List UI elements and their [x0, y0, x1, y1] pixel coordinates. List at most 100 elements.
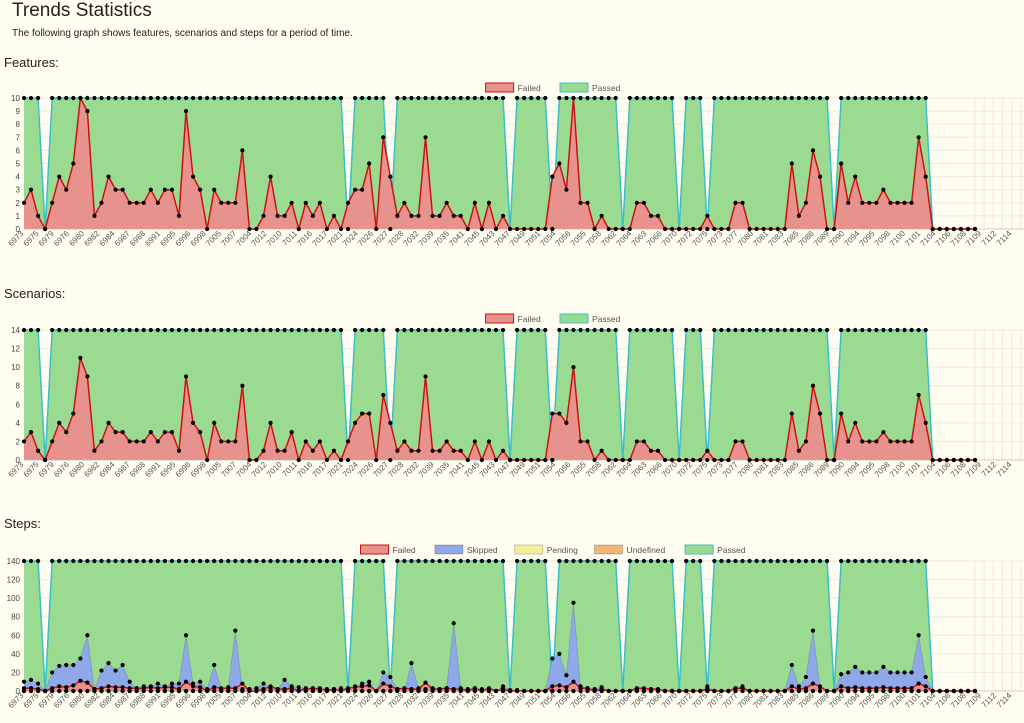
- data-point[interactable]: [557, 651, 562, 656]
- data-point[interactable]: [698, 688, 703, 694]
- data-point[interactable]: [782, 688, 787, 694]
- data-point[interactable]: [846, 686, 851, 691]
- data-point[interactable]: [113, 688, 118, 694]
- data-point[interactable]: [817, 95, 823, 101]
- legend-item-failed[interactable]: Failed: [485, 82, 541, 93]
- data-point[interactable]: [472, 200, 477, 205]
- data-point[interactable]: [458, 213, 463, 218]
- data-point[interactable]: [479, 457, 484, 463]
- data-point[interactable]: [268, 684, 273, 689]
- data-point[interactable]: [402, 95, 407, 101]
- data-point[interactable]: [543, 95, 548, 101]
- data-point[interactable]: [543, 327, 548, 333]
- data-point[interactable]: [564, 95, 569, 101]
- data-point[interactable]: [479, 226, 484, 232]
- data-point[interactable]: [472, 327, 477, 333]
- data-point[interactable]: [627, 688, 632, 694]
- data-point[interactable]: [50, 95, 55, 101]
- data-point[interactable]: [57, 684, 62, 689]
- data-point[interactable]: [536, 688, 541, 694]
- data-point[interactable]: [169, 685, 175, 690]
- data-point[interactable]: [176, 327, 182, 333]
- data-point[interactable]: [155, 327, 160, 333]
- data-point[interactable]: [254, 558, 259, 564]
- data-point[interactable]: [226, 686, 231, 691]
- data-point[interactable]: [515, 327, 520, 333]
- data-point[interactable]: [21, 327, 27, 333]
- data-point[interactable]: [141, 327, 146, 333]
- data-point[interactable]: [789, 684, 794, 689]
- data-point[interactable]: [817, 558, 823, 564]
- data-point[interactable]: [712, 95, 717, 101]
- data-point[interactable]: [212, 662, 217, 668]
- data-point[interactable]: [754, 688, 759, 694]
- data-point[interactable]: [458, 95, 463, 101]
- data-point[interactable]: [839, 161, 844, 166]
- data-point[interactable]: [268, 174, 273, 179]
- data-point[interactable]: [719, 226, 724, 232]
- data-point[interactable]: [148, 430, 153, 435]
- data-point[interactable]: [169, 95, 175, 101]
- data-point[interactable]: [860, 686, 865, 691]
- data-point[interactable]: [803, 439, 809, 444]
- data-point[interactable]: [317, 439, 322, 444]
- data-point[interactable]: [162, 430, 167, 435]
- data-point[interactable]: [564, 327, 569, 333]
- data-point[interactable]: [155, 439, 160, 444]
- data-point[interactable]: [634, 200, 639, 205]
- data-point[interactable]: [183, 327, 189, 333]
- data-point[interactable]: [507, 457, 513, 463]
- data-point[interactable]: [275, 213, 280, 218]
- data-point[interactable]: [148, 187, 153, 192]
- data-point[interactable]: [881, 187, 886, 192]
- data-point[interactable]: [198, 187, 203, 192]
- data-point[interactable]: [388, 684, 393, 689]
- data-point[interactable]: [233, 327, 238, 333]
- data-point[interactable]: [275, 687, 280, 692]
- data-point[interactable]: [691, 688, 696, 694]
- data-point[interactable]: [613, 327, 618, 333]
- data-point[interactable]: [761, 688, 766, 694]
- data-point[interactable]: [402, 200, 407, 205]
- data-point[interactable]: [338, 558, 344, 564]
- data-point[interactable]: [648, 558, 654, 564]
- data-point[interactable]: [451, 621, 456, 626]
- data-point[interactable]: [662, 226, 668, 232]
- data-point[interactable]: [240, 687, 245, 692]
- data-point[interactable]: [895, 686, 900, 691]
- data-point[interactable]: [493, 688, 499, 694]
- data-point[interactable]: [113, 187, 118, 192]
- data-point[interactable]: [71, 688, 76, 694]
- data-point[interactable]: [944, 226, 949, 232]
- data-point[interactable]: [867, 439, 872, 444]
- data-point[interactable]: [486, 439, 492, 444]
- data-point[interactable]: [662, 327, 668, 333]
- data-point[interactable]: [331, 687, 337, 692]
- data-point[interactable]: [536, 327, 541, 333]
- data-point[interactable]: [78, 678, 83, 683]
- data-point[interactable]: [832, 688, 837, 694]
- data-point[interactable]: [50, 670, 55, 675]
- data-point[interactable]: [85, 633, 90, 638]
- data-point[interactable]: [923, 684, 928, 689]
- data-point[interactable]: [261, 327, 266, 333]
- data-point[interactable]: [423, 135, 428, 140]
- data-point[interactable]: [824, 688, 830, 694]
- data-point[interactable]: [599, 327, 604, 333]
- data-point[interactable]: [303, 558, 308, 564]
- data-point[interactable]: [712, 558, 717, 564]
- data-point[interactable]: [233, 439, 238, 444]
- data-point[interactable]: [127, 439, 132, 444]
- data-point[interactable]: [92, 213, 97, 218]
- data-point[interactable]: [705, 448, 710, 453]
- data-point[interactable]: [451, 327, 456, 333]
- data-point[interactable]: [64, 662, 69, 668]
- data-point[interactable]: [874, 558, 879, 564]
- data-point[interactable]: [796, 213, 801, 218]
- data-point[interactable]: [395, 95, 400, 101]
- data-point[interactable]: [564, 673, 569, 678]
- data-point[interactable]: [113, 95, 118, 101]
- data-point[interactable]: [881, 688, 886, 694]
- data-point[interactable]: [754, 327, 759, 333]
- data-point[interactable]: [754, 558, 759, 564]
